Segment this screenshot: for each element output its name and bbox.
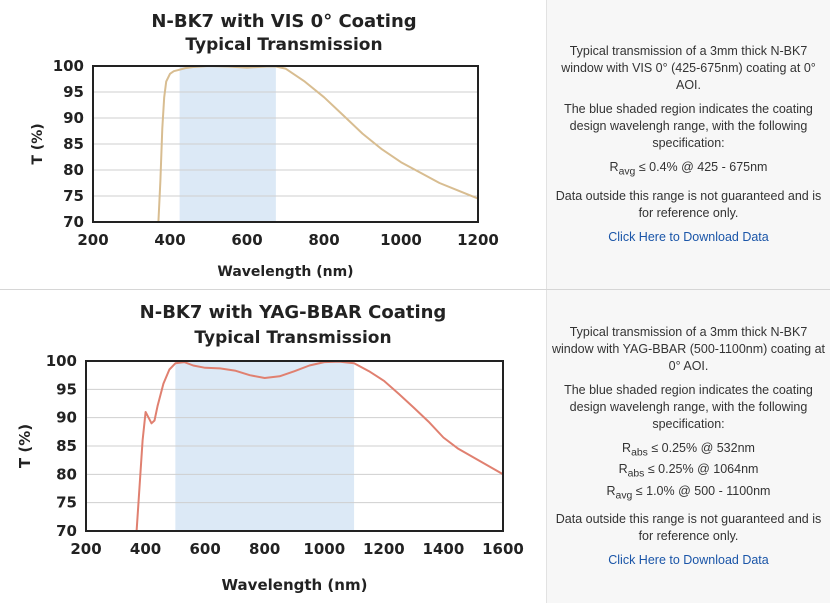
x-tick-label: 600 — [189, 540, 220, 558]
description-text: The blue shaded region indicates the coa… — [564, 102, 813, 151]
y-tick-label: 90 — [56, 409, 77, 427]
y-tick-label: 85 — [56, 437, 77, 455]
plot-frame — [92, 65, 479, 223]
y-tick-label: 100 — [53, 57, 84, 75]
y-tick-label: 75 — [63, 187, 84, 205]
x-tick-label: 1600 — [482, 540, 524, 558]
chart-yag-svg: N-BK7 with YAG-BBAR Coating Typical Tran… — [16, 302, 524, 594]
chart-title-line1: N-BK7 with VIS 0° Coating — [151, 11, 416, 32]
y-tick-label: 100 — [46, 352, 77, 370]
x-tick-label: 800 — [249, 540, 280, 558]
disclaimer-text: Data outside this range is not guarantee… — [555, 512, 822, 544]
spec-list: Ravg ≤ 0.4% @ 425 - 675nm — [610, 159, 768, 181]
chart-title-line1: N-BK7 with YAG-BBAR Coating — [140, 302, 447, 323]
spec-value: ≤ 0.25% @ 532nm — [647, 440, 755, 455]
y-tick-label: 95 — [63, 83, 84, 101]
plot-area-vis: 70 75 80 85 90 95 100 200 400 600 800 1000 1200 Wavel… — [30, 57, 499, 280]
x-tick-label: 400 — [130, 540, 161, 558]
description-text: Typical transmission of a 3mm thick N-BK… — [551, 324, 826, 373]
spec-subscript: avg — [615, 490, 633, 502]
y-tick-label: 85 — [63, 135, 84, 153]
chart-row-vis: N-BK7 with VIS 0° Coating Typical Transm… — [0, 0, 830, 290]
x-tick-label: 1000 — [303, 540, 345, 558]
download-data-link[interactable]: Click Here to Download Data — [608, 553, 769, 568]
spec-line: Rabs ≤ 0.25% @ 532nm — [607, 440, 771, 462]
y-tick-label: 70 — [56, 522, 77, 540]
spec-line: Ravg ≤ 1.0% @ 500 - 1100nm — [607, 483, 771, 505]
x-tick-label: 200 — [70, 540, 101, 558]
series-line — [135, 360, 504, 532]
download-data-link[interactable]: Click Here to Download Data — [608, 229, 769, 244]
disclaimer-text: Data outside this range is not guarantee… — [555, 188, 822, 220]
spec-symbol: R — [609, 160, 619, 175]
series-line — [157, 65, 479, 223]
chart-vis-svg: N-BK7 with VIS 0° Coating Typical Transm… — [30, 11, 499, 280]
spec-symbol: R — [606, 483, 616, 498]
spec-value: ≤ 1.0% @ 500 - 1100nm — [632, 483, 771, 498]
x-axis-label: Wavelength (nm) — [217, 264, 353, 280]
spec-symbol: R — [622, 440, 632, 455]
y-axis-label: T (%) — [16, 424, 34, 468]
y-tick-label: 95 — [56, 380, 77, 398]
x-axis-label: Wavelength (nm) — [222, 576, 368, 594]
y-tick-label: 80 — [56, 465, 77, 483]
x-tick-label: 1000 — [380, 231, 422, 249]
description-panel-yag: Typical transmission of a 3mm thick N-BK… — [546, 290, 830, 603]
spec-list: Rabs ≤ 0.25% @ 532nm Rabs ≤ 0.25% @ 1064… — [607, 440, 771, 505]
spec-subscript: abs — [631, 447, 648, 459]
x-tick-label: 600 — [231, 231, 262, 249]
chart-title-line2: Typical Transmission — [185, 35, 382, 55]
plot-cell-yag: N-BK7 with YAG-BBAR Coating Typical Tran… — [0, 290, 546, 603]
spec-value: ≤ 0.4% @ 425 - 675nm — [635, 160, 768, 175]
chart-title-line2: Typical Transmission — [194, 328, 391, 348]
x-tick-label: 1200 — [363, 540, 405, 558]
spec-line: Ravg ≤ 0.4% @ 425 - 675nm — [610, 159, 768, 181]
y-tick-label: 75 — [56, 494, 77, 512]
x-tick-label: 200 — [77, 231, 108, 249]
x-tick-label: 1400 — [423, 540, 465, 558]
x-tick-label: 400 — [154, 231, 185, 249]
plot-cell-vis: N-BK7 with VIS 0° Coating Typical Transm… — [0, 0, 546, 289]
description-text: The blue shaded region indicates the coa… — [564, 382, 813, 431]
y-tick-label: 70 — [63, 213, 84, 231]
x-tick-label: 1200 — [457, 231, 499, 249]
y-tick-label: 80 — [63, 161, 84, 179]
description-text: Typical transmission of a 3mm thick N-BK… — [561, 44, 816, 93]
spec-value: ≤ 0.25% @ 1064nm — [644, 462, 759, 477]
spec-subscript: abs — [627, 468, 645, 480]
y-axis-label: T (%) — [30, 123, 46, 164]
plot-area-yag: 70 75 80 85 90 95 100 200 400 600 800 1000 1200 1400 1… — [16, 352, 524, 594]
description-panel-vis: Typical transmission of a 3mm thick N-BK… — [546, 0, 830, 289]
plot-frame — [85, 360, 504, 532]
spec-symbol: R — [618, 462, 628, 477]
spec-line: Rabs ≤ 0.25% @ 1064nm — [607, 461, 771, 483]
x-tick-label: 800 — [308, 231, 339, 249]
chart-row-yag: N-BK7 with YAG-BBAR Coating Typical Tran… — [0, 290, 830, 603]
spec-subscript: avg — [618, 166, 636, 178]
y-tick-label: 90 — [63, 109, 84, 127]
